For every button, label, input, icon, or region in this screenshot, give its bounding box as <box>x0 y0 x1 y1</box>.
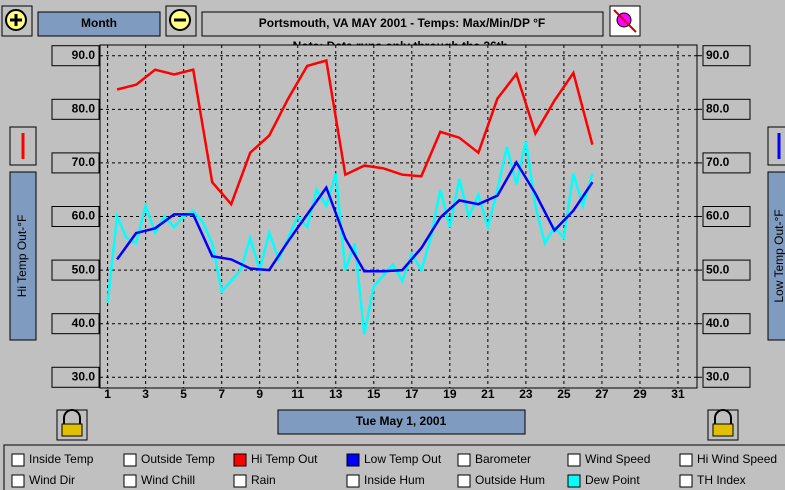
checkbox[interactable] <box>567 474 581 488</box>
x-tick-label: 17 <box>405 387 419 401</box>
y-tick-box <box>51 45 100 67</box>
checkbox-label: Wind Speed <box>585 452 650 466</box>
x-tick-label: 19 <box>443 387 457 401</box>
right-series-button[interactable] <box>767 126 785 166</box>
y-tick-label: 70.0 <box>72 155 96 169</box>
period-button[interactable] <box>37 11 161 37</box>
checkbox-label: Hi Temp Out <box>251 452 318 466</box>
title-box <box>201 11 604 37</box>
x-tick-label: 9 <box>256 387 263 401</box>
checkbox-label: Inside Temp <box>29 452 94 466</box>
zoom-out[interactable] <box>165 5 197 37</box>
chart-title: Portsmouth, VA MAY 2001 - Temps: Max/Min… <box>259 16 545 30</box>
x-tick-label: 23 <box>519 387 533 401</box>
checkbox[interactable] <box>346 453 360 467</box>
y-tick-label: 90.0 <box>72 48 96 62</box>
y2-tick-label: 30.0 <box>706 369 730 383</box>
y-tick-label: 40.0 <box>72 316 96 330</box>
x-tick-label: 11 <box>291 387 304 401</box>
checkbox-label: Low Temp Out <box>364 452 442 466</box>
y2-tick-box <box>702 206 751 227</box>
y-tick-label: 80.0 <box>72 101 96 115</box>
checkbox[interactable] <box>457 474 471 488</box>
checkbox[interactable] <box>123 453 137 467</box>
x-tick-label: 1 <box>104 387 111 401</box>
x-tick-label: 31 <box>671 387 685 401</box>
checkbox-label: Dew Point <box>585 473 640 487</box>
x-tick-label: 27 <box>595 387 609 401</box>
y2-tick-label: 60.0 <box>706 209 730 223</box>
series-line <box>116 159 594 273</box>
y2-tick-label: 40.0 <box>706 316 730 330</box>
y-axis-button[interactable] <box>9 171 37 341</box>
x-tick-label: 13 <box>329 387 343 401</box>
checkbox-label: Hi Wind Speed <box>697 452 777 466</box>
checkbox[interactable] <box>457 453 471 467</box>
y-tick-label: 50.0 <box>72 262 96 276</box>
y-tick-label: 30.0 <box>72 369 96 383</box>
checkbox[interactable] <box>679 474 693 488</box>
y-axis-label: Hi Temp Out-°F <box>15 215 29 298</box>
checkbox-label: Outside Temp <box>141 452 215 466</box>
x-tick-label: 3 <box>142 387 149 401</box>
y2-tick-box <box>702 98 751 120</box>
checkbox[interactable] <box>233 474 247 488</box>
y-tick-box <box>51 259 100 281</box>
y2-tick-box <box>702 45 751 67</box>
checkbox-label: Rain <box>251 473 276 487</box>
y2-axis-label: Low Temp Out-°F <box>772 209 785 302</box>
checkbox-label: TH Index <box>697 473 746 487</box>
x-tick-label: 7 <box>218 387 225 401</box>
checkbox-label: Inside Hum <box>364 473 425 487</box>
y2-axis-button[interactable] <box>767 171 785 341</box>
lock-left[interactable] <box>56 409 88 441</box>
checkbox[interactable] <box>11 453 25 467</box>
checkbox-label: Wind Dir <box>29 473 75 487</box>
lock-right[interactable] <box>707 409 739 441</box>
x-tick-label: 29 <box>633 387 647 401</box>
y-tick-box <box>51 206 100 227</box>
checkbox[interactable] <box>123 474 137 488</box>
checkbox-label: Barometer <box>475 452 531 466</box>
period-label: Month <box>81 16 117 30</box>
y-tick-box <box>51 152 100 174</box>
x-tick-label: 5 <box>180 387 187 401</box>
y-tick-box <box>51 313 100 335</box>
print-icon[interactable] <box>609 5 641 37</box>
date-button[interactable] <box>277 409 526 435</box>
checkbox-label: Wind Chill <box>141 473 195 487</box>
y2-tick-label: 50.0 <box>706 262 730 276</box>
x-tick-label: 21 <box>481 387 495 401</box>
checkbox[interactable] <box>679 453 693 467</box>
y2-tick-label: 80.0 <box>706 101 730 115</box>
checkbox[interactable] <box>233 453 247 467</box>
y2-tick-box <box>702 259 751 281</box>
plot-frame <box>99 44 698 389</box>
zoom-in[interactable] <box>1 5 33 37</box>
date-label: Tue May 1, 2001 <box>356 414 447 428</box>
y-tick-box <box>51 98 100 120</box>
checkbox-label: Outside Hum <box>475 473 545 487</box>
y2-tick-box <box>702 313 751 335</box>
y2-tick-label: 70.0 <box>706 155 730 169</box>
y-tick-box <box>51 366 100 388</box>
y2-tick-box <box>702 366 751 388</box>
y2-tick-label: 90.0 <box>706 48 730 62</box>
checkbox[interactable] <box>346 474 360 488</box>
x-tick-label: 25 <box>557 387 571 401</box>
checkbox[interactable] <box>11 474 25 488</box>
checkbox[interactable] <box>567 453 581 467</box>
y-tick-label: 60.0 <box>72 209 96 223</box>
series-line <box>116 58 594 207</box>
y2-tick-box <box>702 152 751 174</box>
x-tick-label: 15 <box>367 387 381 401</box>
